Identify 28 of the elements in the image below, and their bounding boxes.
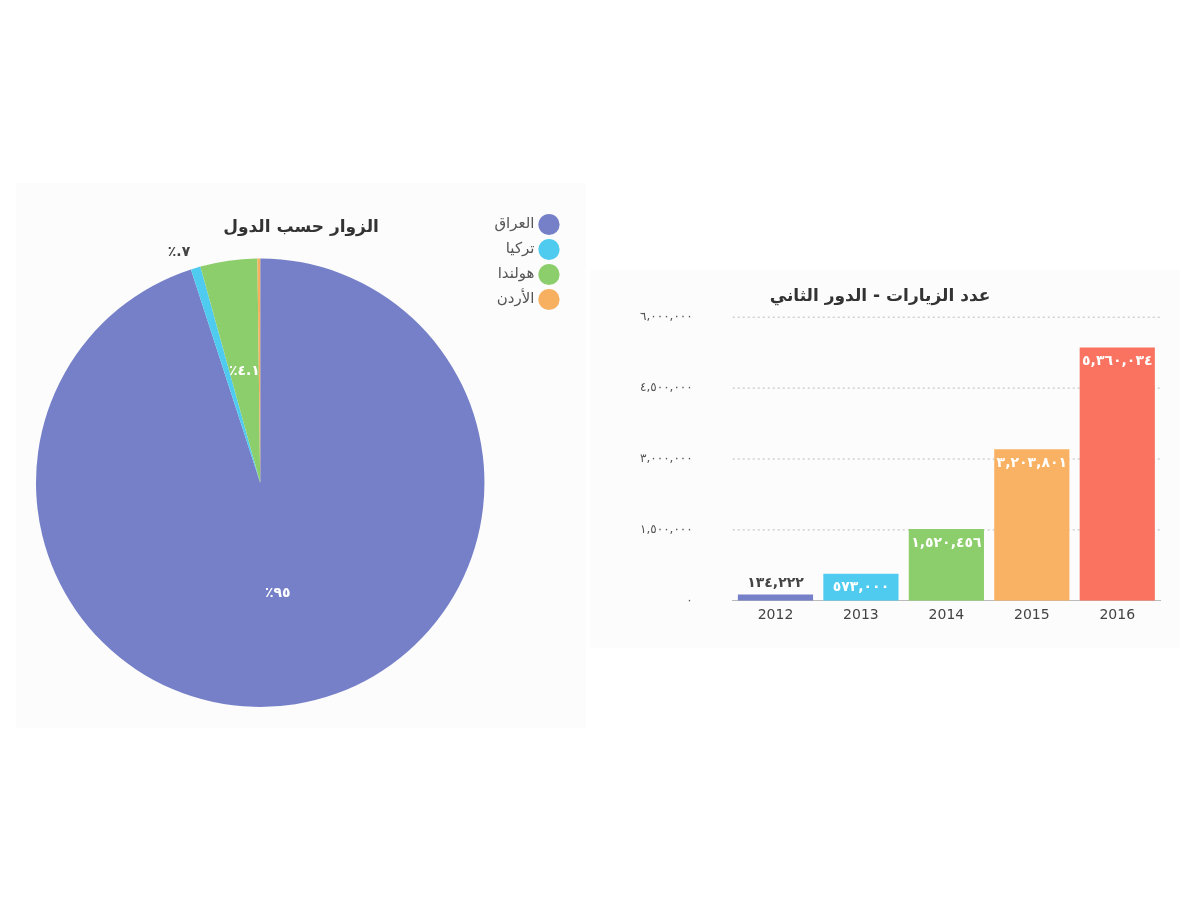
legend-label: الأردن — [496, 288, 535, 308]
data-label: ٪٤.١ — [228, 362, 260, 379]
data-label: ٥٧٣,٠٠٠ — [832, 578, 890, 595]
legend-label: تركيا — [505, 239, 535, 258]
y-tick-label: ٠ — [686, 592, 693, 607]
legend-label: العراق — [494, 214, 535, 233]
data-label: ٥,٣٦٠,٠٣٤ — [1082, 352, 1153, 369]
bar — [994, 449, 1070, 601]
bar — [908, 528, 984, 601]
bar — [1079, 347, 1155, 601]
bar — [737, 594, 814, 601]
data-label: ٪٩٥ — [264, 584, 291, 601]
data-label: ١,٥٢٠,٤٥٦ — [911, 533, 983, 550]
y-tick-label: ٤,٥٠٠,٠٠٠ — [640, 380, 693, 395]
x-tick-label: 2015 — [1014, 605, 1050, 622]
data-label: ١٣٤,٢٢٢ — [747, 574, 805, 591]
y-tick-label: ٣,٠٠٠,٠٠٠ — [640, 451, 693, 466]
data-label: ٪.٧ — [167, 243, 191, 260]
y-tick-label: ١,٥٠٠,٠٠٠ — [640, 522, 693, 537]
x-tick-label: 2016 — [1099, 605, 1136, 622]
chart-title: الزوار حسب الدول — [223, 215, 379, 237]
data-label: ٣,٢٠٣,٨٠١ — [996, 454, 1068, 471]
x-tick-label: 2013 — [843, 605, 879, 622]
chart-title: عدد الزيارات - الدور الثاني — [769, 285, 991, 307]
y-tick-label: ٦,٠٠٠,٠٠٠ — [640, 309, 693, 324]
x-tick-label: 2014 — [928, 605, 965, 622]
legend-label: هولندا — [497, 264, 535, 283]
x-tick-label: 2012 — [757, 605, 794, 622]
